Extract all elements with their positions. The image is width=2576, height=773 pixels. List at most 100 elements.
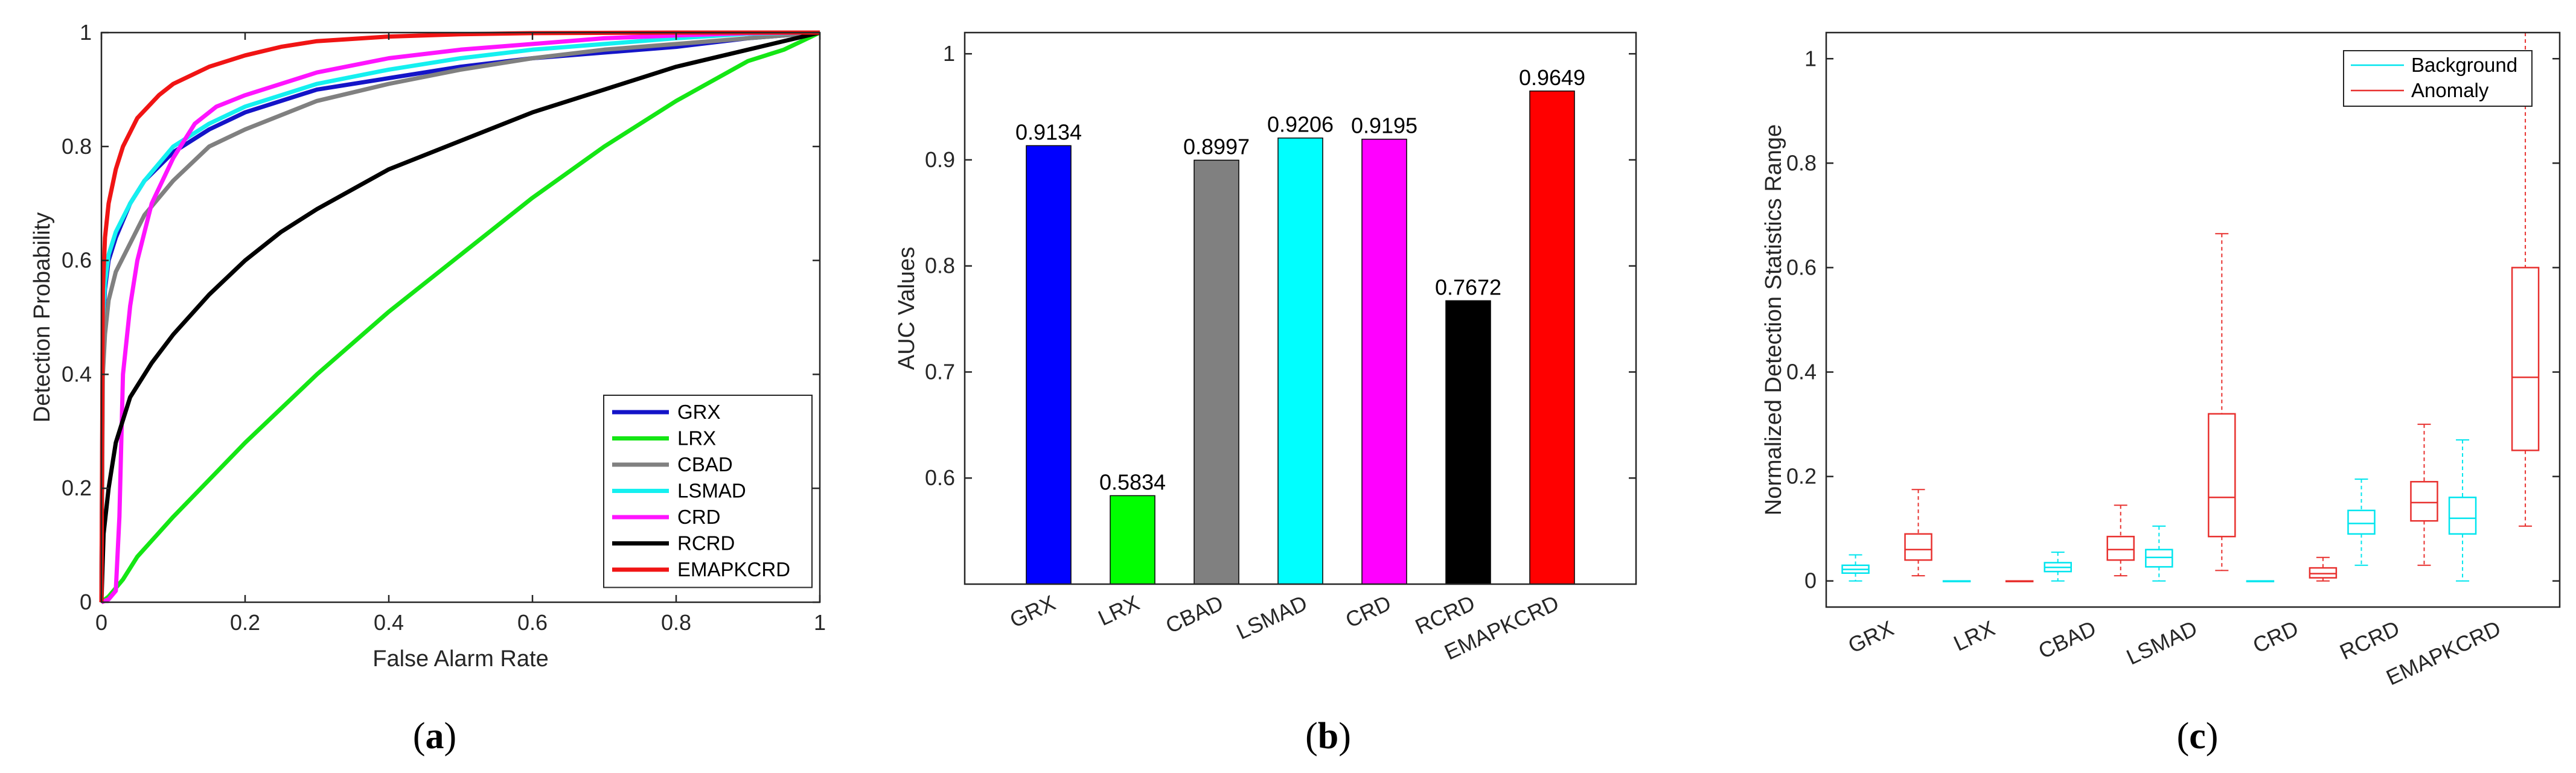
y-tick-label: 0.8 [1786, 150, 1817, 175]
roc-line-rcrd [99, 30, 820, 603]
y-tick-label: 0.2 [62, 476, 92, 500]
y-tick-label: 0.2 [1786, 464, 1817, 489]
y-tick-label: 0.9 [925, 147, 955, 172]
legend-label-background: Background [2411, 54, 2517, 76]
background-box-cbad [2044, 552, 2072, 582]
x-tick-label: LRX [1950, 616, 1999, 656]
anomaly-box-emapkcrd [2511, 32, 2540, 527]
bar-emapkcrd [1529, 91, 1575, 585]
background-box-crd [2246, 580, 2275, 582]
y-tick-label: 0.8 [62, 134, 92, 159]
caption-b-letter: b [1318, 716, 1338, 757]
roc-line-cbad [99, 30, 820, 603]
caption-a-close: ) [444, 716, 457, 757]
y-tick-label: 0.6 [62, 248, 92, 273]
caption-b: (b) [1305, 716, 1351, 757]
x-tick-label: CBAD [1162, 590, 1227, 638]
background-box-lsmad [2145, 525, 2173, 582]
x-tick-label: CBAD [2034, 616, 2100, 663]
bar-grx [1026, 145, 1072, 585]
y-tick-label: 0.6 [1786, 255, 1817, 279]
bar-crd [1361, 138, 1407, 585]
x-tick-label: LSMAD [1233, 590, 1311, 644]
legend-label-crd: CRD [677, 506, 721, 528]
legend-label-rcrd: RCRD [677, 532, 735, 555]
y-tick-label: 0 [1804, 568, 1817, 593]
x-tick-label: 0 [95, 610, 107, 635]
x-tick-label: EMAPKCRD [2382, 616, 2504, 690]
iqr-box [2145, 549, 2173, 568]
y-tick-label: 1 [1804, 46, 1817, 71]
anomaly-box-crd [2309, 556, 2338, 582]
y-tick-label: 0.7 [925, 359, 955, 384]
bar-cbad [1194, 159, 1239, 585]
bar-lrx [1110, 495, 1155, 585]
x-tick-label: GRX [1844, 616, 1897, 658]
bar-value-label: 0.9206 [1267, 112, 1334, 137]
caption-b-open: ( [1305, 716, 1318, 757]
caption-c: (c) [2177, 716, 2219, 757]
y-tick-label: 0.4 [1786, 360, 1817, 384]
y-tick-label: 0.4 [62, 361, 92, 386]
caption-a-letter: a [426, 716, 444, 757]
panel-a-roc-curves: 0 0.2 0.4 0.6 0.8 1 0 0.2 0.4 0.6 0.8 1 False Alarm … [30, 20, 826, 757]
anomaly-box-lsmad [2208, 233, 2236, 571]
legend-box [2343, 50, 2533, 107]
y-tick-label: 0 [80, 590, 92, 614]
x-tick-label: CRD [2249, 616, 2302, 658]
y-axis-label: AUC Values [894, 247, 919, 370]
caption-c-open: ( [2177, 716, 2190, 757]
legend-label-anomaly: Anomaly [2411, 79, 2489, 101]
iqr-box [2208, 413, 2236, 538]
iqr-box [2448, 497, 2477, 535]
x-tick-label: LRX [1095, 590, 1143, 631]
caption-c-close: ) [2206, 716, 2219, 757]
iqr-box [2347, 509, 2376, 535]
bar-value-label: 0.9134 [1015, 119, 1082, 144]
anomaly-box-grx [1904, 489, 1932, 577]
axes-frame [964, 31, 1637, 585]
x-tick-label: 1 [814, 610, 826, 635]
x-tick-label: 0.6 [517, 610, 548, 635]
bar-rcrd [1445, 300, 1491, 585]
x-tick-label: 0.8 [661, 610, 691, 635]
background-box-emapkcrd [2448, 439, 2477, 582]
y-axis-label: Normalized Detection Statistics Range [1761, 124, 1786, 515]
bar-value-label: 0.5834 [1099, 469, 1166, 494]
bar-value-label: 0.8997 [1183, 134, 1250, 159]
x-tick-label: RCRD [2336, 616, 2403, 664]
background-box-grx [1841, 554, 1870, 582]
legend-label-lrx: LRX [677, 427, 716, 450]
y-tick-label: 0.8 [925, 253, 955, 278]
roc-line-lsmad [99, 30, 820, 603]
anomaly-box-cbad [2106, 504, 2135, 577]
panel-b-auc-bars: 0.9134 GRX 0.5834 LRX 0.8997 CBAD 0.9206 LSMAD 0… [894, 31, 1637, 757]
iqr-box [2511, 267, 2540, 451]
legend-label-cbad: CBAD [677, 453, 733, 476]
legend-label-emapkcrd: EMAPKCRD [677, 558, 790, 581]
anomaly-box-rcrd [2410, 424, 2438, 566]
x-tick-label: 0.4 [374, 610, 404, 635]
y-tick-label: 0.6 [925, 465, 955, 490]
roc-line-crd [100, 30, 820, 605]
x-tick-label: 0.2 [230, 610, 260, 635]
y-axis-label: Detection Probability [30, 212, 55, 423]
caption-a-open: ( [413, 716, 426, 757]
anomaly-box-lrx [2005, 580, 2034, 582]
iqr-box [1904, 533, 1932, 561]
bar-value-label: 0.9649 [1519, 65, 1585, 90]
bar-value-label: 0.7672 [1435, 275, 1501, 299]
x-tick-label: GRX [1006, 590, 1059, 632]
x-tick-label: LSMAD [2123, 616, 2201, 670]
legend-box [603, 395, 813, 588]
x-tick-label: CRD [1341, 590, 1395, 632]
caption-c-letter: c [2189, 716, 2206, 757]
axes-frame [1825, 31, 2561, 608]
axes-frame [100, 31, 821, 603]
bar-lsmad [1277, 137, 1323, 585]
iqr-box [2410, 481, 2438, 522]
iqr-box [2309, 567, 2338, 579]
legend-label-lsmad: LSMAD [677, 480, 746, 502]
